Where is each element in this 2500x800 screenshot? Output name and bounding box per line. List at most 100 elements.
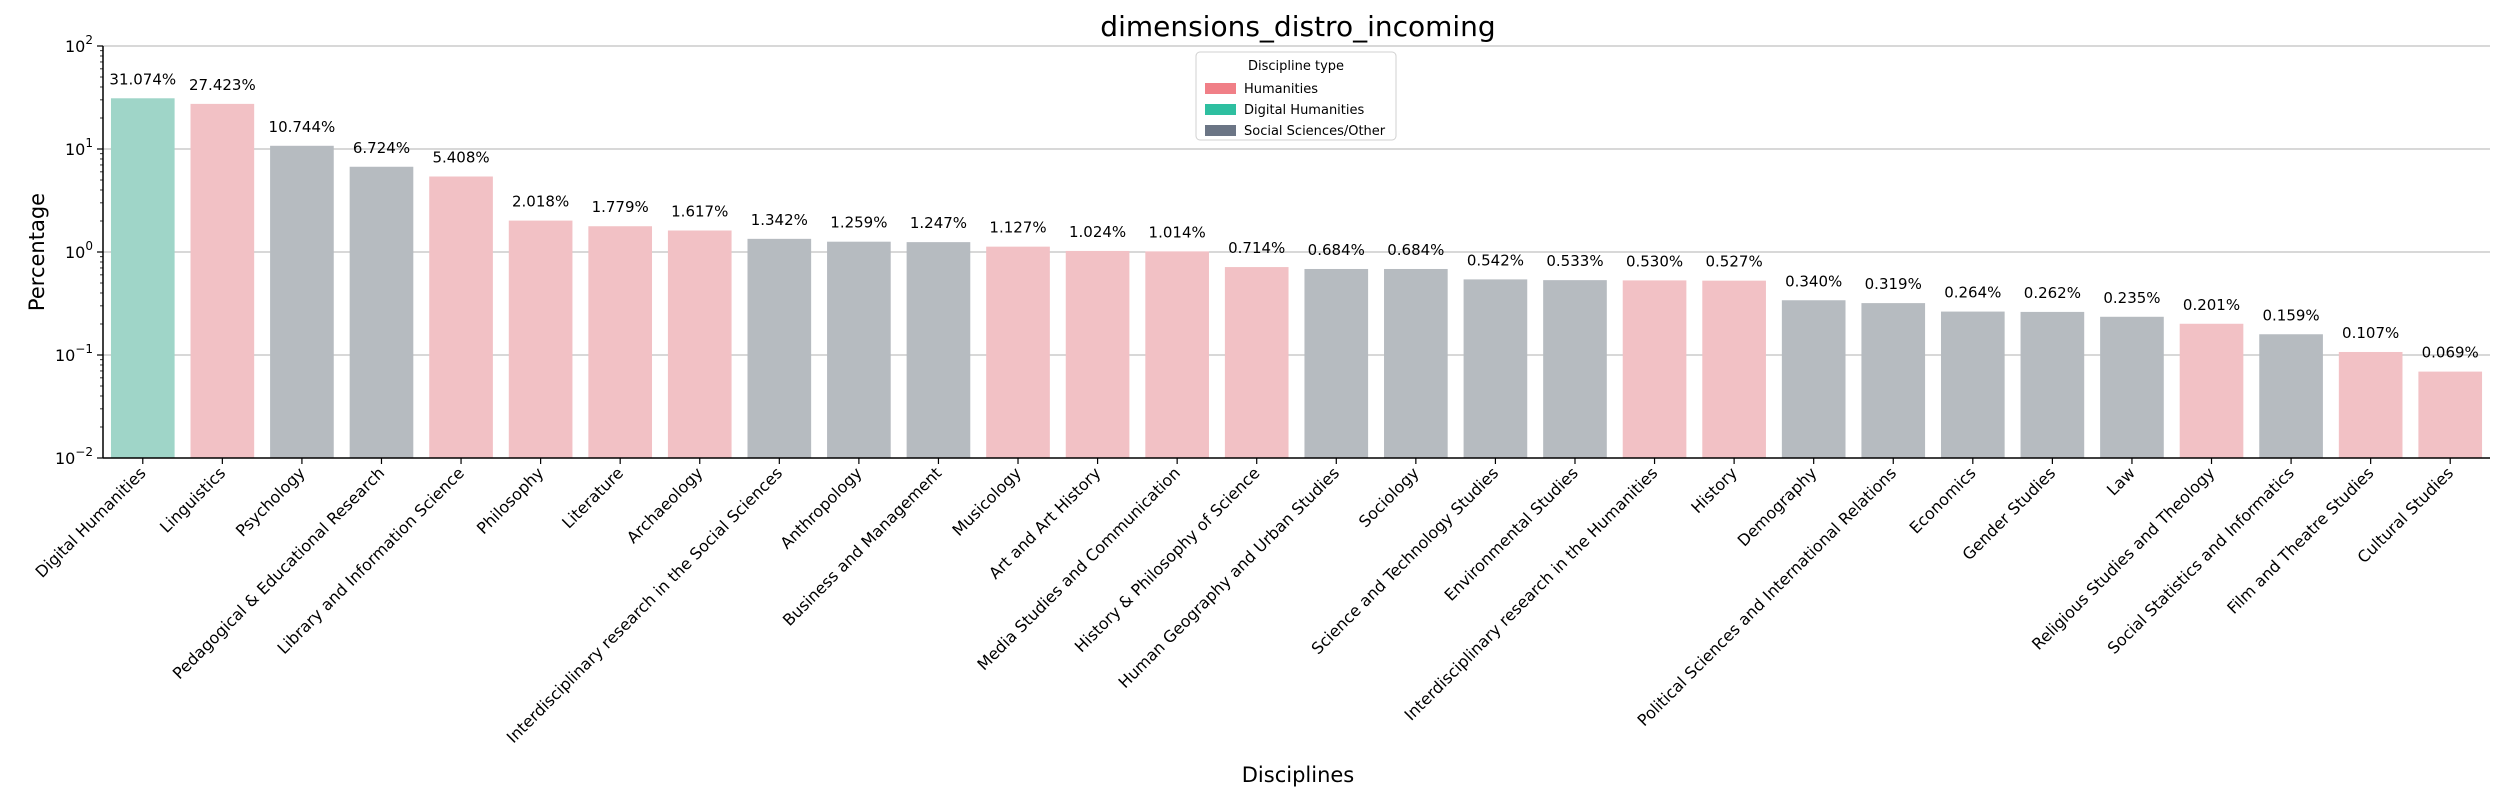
data-label-history-and-philosophy-of-science: 0.714%	[1228, 239, 1285, 257]
data-label-social-statistics-and-informatics: 0.159%	[2262, 306, 2319, 324]
bar-environmental-studies	[1543, 280, 1607, 458]
legend-frame	[1195, 51, 1397, 141]
bar-interdisciplinary-research-in-the-humanities	[1622, 280, 1687, 458]
data-label-cultural-studies: 0.069%	[2422, 344, 2479, 362]
bar-art-and-art-history	[1065, 250, 1130, 458]
x-tick-labels: Digital Humanities Linguistics Psychology P…	[32, 463, 2458, 746]
y-tick-label: 10−2	[55, 445, 93, 468]
data-label-political-sciences-and-international-relations: 0.319%	[1865, 275, 1922, 293]
x-tick-label-environmental-studies: Environmental Studies	[1440, 463, 1581, 604]
data-label-human-geography-and-urban-studies: 0.684%	[1308, 241, 1365, 259]
x-tick-label-literature: Literature	[558, 463, 627, 532]
bar-psychology	[270, 145, 334, 458]
data-label-interdisciplinary-research-in-the-social-sciences: 1.342%	[751, 211, 808, 229]
x-tick-label-anthropology: Anthropology	[776, 463, 865, 552]
legend-label-humanities: Humanities	[1244, 82, 1318, 97]
legend-swatch-humanities	[1205, 83, 1236, 94]
bar-religious-studies-and-theology	[2179, 323, 2244, 458]
x-tick-label-business-and-management: Business and Management	[779, 463, 945, 629]
x-tick-label-demography: Demography	[1734, 463, 1821, 550]
data-label-environmental-studies: 0.533%	[1546, 252, 1603, 270]
data-label-gender-studies: 0.262%	[2024, 284, 2081, 302]
x-axis-label: Disciplines	[1242, 763, 1355, 787]
bar-library-and-information-science	[429, 176, 493, 458]
x-tick-label-psychology: Psychology	[232, 463, 309, 540]
data-label-digital-humanities: 31.074%	[109, 70, 176, 88]
data-label-pedagogical-and-educational-research: 6.724%	[353, 139, 410, 157]
bar-social-statistics-and-informatics	[2259, 334, 2323, 458]
bar-cultural-studies	[2418, 371, 2483, 458]
legend-entries: Humanities Digital Humanities Social Scien…	[1205, 82, 1386, 139]
x-tick-label-archaeology: Archaeology	[623, 463, 707, 547]
data-label-literature: 1.779%	[592, 198, 649, 216]
x-tick-label-musicology: Musicology	[948, 463, 1024, 539]
bar-economics	[1940, 311, 2005, 458]
bars	[110, 98, 2483, 459]
x-tick-label-history: History	[1687, 463, 1741, 517]
x-tick-label-linguistics: Linguistics	[156, 463, 229, 536]
bar-linguistics	[190, 103, 255, 459]
x-tick-label-philosophy: Philosophy	[473, 463, 548, 538]
data-label-science-and-technology-studies: 0.542%	[1467, 251, 1524, 269]
bar-law	[2100, 316, 2164, 458]
axes	[97, 45, 2490, 464]
data-label-art-and-art-history: 1.024%	[1069, 223, 1126, 241]
data-label-psychology: 10.744%	[269, 118, 336, 136]
data-label-philosophy: 2.018%	[512, 193, 569, 211]
chart-title: dimensions_distro_incoming	[1100, 10, 1495, 43]
y-tick-label: 101	[65, 136, 93, 159]
x-tick-label-law: Law	[2103, 463, 2139, 499]
bar-digital-humanities	[110, 98, 175, 459]
bar-literature	[588, 226, 653, 458]
x-tick-label-digital-humanities: Digital Humanities	[32, 463, 150, 581]
data-label-musicology: 1.127%	[989, 219, 1046, 237]
legend-label-social-sciences-other: Social Sciences/Other	[1244, 124, 1386, 139]
legend: Discipline type Humanities Digital Humani…	[1195, 51, 1397, 141]
bar-anthropology	[827, 241, 891, 458]
y-tick-label: 10−1	[55, 342, 93, 365]
bar-science-and-technology-studies	[1463, 279, 1528, 458]
data-label-archaeology: 1.617%	[671, 203, 728, 221]
data-label-law: 0.235%	[2103, 289, 2160, 307]
y-tick-labels: 10−2 10−1 100 101 102	[55, 33, 93, 468]
legend-label-digital-humanities: Digital Humanities	[1244, 103, 1364, 118]
data-label-linguistics: 27.423%	[189, 76, 256, 94]
data-label-demography: 0.340%	[1785, 272, 1842, 290]
data-label-film-and-theatre-studies: 0.107%	[2342, 324, 2399, 342]
bar-musicology	[986, 246, 1050, 458]
data-label-anthropology: 1.259%	[830, 214, 887, 232]
data-label-religious-studies-and-theology: 0.201%	[2183, 296, 2240, 314]
bar-business-and-management	[906, 242, 971, 458]
x-tick-label-economics: Economics	[1906, 463, 1980, 537]
bar-philosophy	[508, 220, 573, 458]
data-label-library-and-information-science: 5.408%	[432, 148, 489, 166]
legend-swatch-digital-humanities	[1205, 104, 1236, 115]
y-tick-label: 100	[65, 239, 93, 262]
bar-archaeology	[667, 230, 732, 458]
x-tick-label-interdisciplinary-research-in-the-social-sciences: Interdisciplinary research in the Social…	[503, 463, 786, 746]
data-label-economics: 0.264%	[1944, 284, 2001, 302]
data-label-media-studies-and-communication: 1.014%	[1149, 223, 1206, 241]
bar-history-and-philosophy-of-science	[1224, 267, 1289, 458]
data-label-history: 0.527%	[1706, 253, 1763, 271]
x-tick-label-sociology: Sociology	[1355, 463, 1423, 531]
data-label-interdisciplinary-research-in-the-humanities: 0.530%	[1626, 252, 1683, 270]
bar-gender-studies	[2020, 311, 2085, 458]
x-tick-label-film-and-theatre-studies: Film and Theatre Studies	[2223, 463, 2377, 617]
bar-media-studies-and-communication	[1145, 251, 1209, 458]
bar-human-geography-and-urban-studies	[1304, 268, 1369, 458]
y-axis-label: Percentage	[25, 193, 49, 311]
bar-sociology	[1384, 268, 1448, 458]
legend-title: Discipline type	[1248, 59, 1344, 74]
bar-interdisciplinary-research-in-the-social-sciences	[747, 238, 812, 458]
bar-film-and-theatre-studies	[2338, 351, 2403, 458]
bar-history	[1702, 280, 1766, 458]
legend-swatch-social-sciences-other	[1205, 125, 1236, 136]
bar-demography	[1781, 300, 1846, 458]
bar-political-sciences-and-international-relations	[1861, 303, 1926, 458]
data-label-sociology: 0.684%	[1387, 241, 1444, 259]
data-labels: 31.074% 27.423% 10.744% 6.724% 5.408% 2.018% 1…	[109, 70, 2478, 361]
bar-pedagogical-and-educational-research	[349, 166, 414, 459]
